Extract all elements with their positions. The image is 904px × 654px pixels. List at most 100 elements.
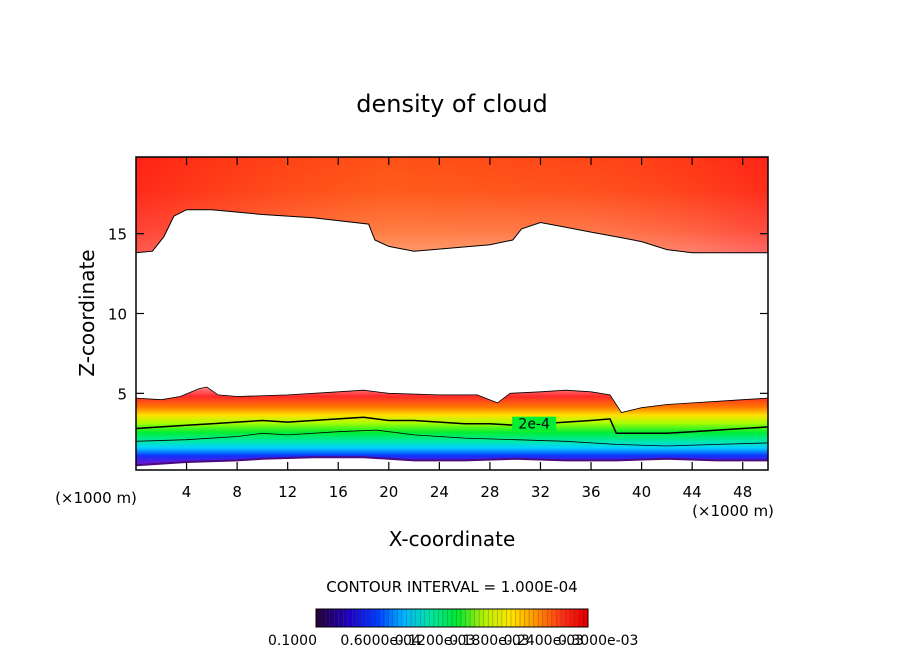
colorbar-swatch	[501, 609, 507, 627]
y-tick-label: 15	[108, 226, 127, 244]
colorbar-swatch	[388, 609, 394, 627]
y-unit-label: (×1000 m)	[55, 489, 137, 507]
colorbar-swatch	[334, 609, 339, 627]
chart-title: density of cloud	[356, 90, 547, 118]
x-tick-label: 28	[480, 483, 499, 501]
x-tick-label: 12	[278, 483, 297, 501]
colorbar-label: 0.3000e-03	[558, 633, 638, 649]
x-tick-label: 36	[581, 483, 600, 501]
colorbar-swatch	[420, 609, 425, 627]
y-tick-label: 5	[117, 385, 127, 403]
colorbar-swatch	[356, 609, 362, 627]
colorbar-swatch	[379, 609, 384, 627]
colorbar-swatch	[402, 609, 407, 627]
colorbar-label: 0.6000e-04	[340, 633, 421, 649]
colorbar-swatch	[515, 609, 520, 627]
colorbar-swatch	[316, 609, 321, 627]
x-tick-label: 16	[329, 483, 348, 501]
x-tick-label: 20	[379, 483, 398, 501]
colorbar-swatch	[533, 609, 539, 627]
colorbar-swatch	[438, 609, 443, 627]
contour-2e-4	[136, 416, 768, 435]
colorbar-swatch	[415, 609, 421, 627]
colorbar-swatch	[538, 609, 543, 627]
x-unit-label: (×1000 m)	[692, 502, 774, 520]
colorbar-swatch	[429, 609, 434, 627]
colorbar-swatch	[352, 609, 357, 627]
colorbar-swatch	[406, 609, 412, 627]
x-axis-label: X-coordinate	[389, 527, 516, 551]
colorbar-frame	[315, 608, 589, 628]
colorbar-swatch	[442, 609, 448, 627]
colorbar-swatch	[483, 609, 489, 627]
colorbar-swatch	[365, 609, 371, 627]
colorbar-swatch	[397, 609, 403, 627]
x-tick-label: 8	[232, 483, 242, 501]
colorbar-labels: 0.1000 0.6000e-040.1200e-030.1800e-030.24…	[268, 633, 638, 649]
colorbar-swatch	[488, 609, 493, 627]
colorbar-swatch	[384, 609, 389, 627]
colorbar-swatch	[569, 609, 575, 627]
colorbar-swatch	[456, 609, 462, 627]
upper-cloud-tint	[136, 157, 768, 253]
colorbar-swatch	[492, 609, 498, 627]
colorbar-swatch	[578, 609, 584, 627]
colorbar-swatch	[452, 609, 457, 627]
colorbar-swatch	[510, 609, 516, 627]
colorbar-swatch	[506, 609, 511, 627]
colorbar-swatch	[524, 609, 530, 627]
colorbar-swatch	[551, 609, 557, 627]
colorbar-swatch	[479, 609, 484, 627]
lower-cloud-base-contour	[136, 456, 768, 467]
x-tick-label: 40	[632, 483, 651, 501]
x-tick-label: 48	[733, 483, 752, 501]
colorbar-label: 0.1000	[268, 633, 317, 649]
colorbar-swatch	[329, 609, 335, 627]
colorbar-swatch	[470, 609, 475, 627]
colorbar	[315, 609, 588, 627]
colorbar-swatch	[347, 609, 353, 627]
colorbar-swatch	[374, 609, 380, 627]
colorbar-swatch	[447, 609, 452, 627]
y-tick-label: 10	[108, 306, 127, 324]
colorbar-label: 0.1200e-03	[395, 633, 475, 649]
colorbar-swatch	[556, 609, 561, 627]
lower-cloud-edge-contour	[136, 386, 768, 413]
colorbar-swatch	[497, 609, 502, 627]
colorbar-swatch	[583, 609, 588, 627]
colorbar-swatch	[547, 609, 552, 627]
colorbar-swatch	[433, 609, 439, 627]
colorbar-swatch	[411, 609, 416, 627]
contour-lower	[136, 429, 768, 447]
colorbar-swatch	[542, 609, 548, 627]
upper-cloud-edge-contour	[136, 209, 768, 254]
x-tick-label: 4	[182, 483, 192, 501]
colorbar-swatch	[465, 609, 471, 627]
colorbar-swatch	[343, 609, 348, 627]
y-axis-label: Z-coordinate	[75, 249, 99, 376]
colorbar-swatch	[520, 609, 525, 627]
colorbar-swatch	[461, 609, 466, 627]
x-tick-label: 44	[683, 483, 702, 501]
colorbar-swatch	[565, 609, 570, 627]
colorbar-swatch	[474, 609, 480, 627]
colorbar-swatch	[393, 609, 398, 627]
contour-label-background	[512, 416, 557, 431]
x-tick-label: 24	[430, 483, 449, 501]
colorbar-swatch	[320, 609, 326, 627]
lower-cloud-layer	[136, 387, 768, 466]
colorbar-swatch	[338, 609, 344, 627]
colorbar-swatch	[560, 609, 566, 627]
contour-interval-text: CONTOUR INTERVAL = 1.000E-04	[326, 578, 577, 596]
colorbar-swatch	[325, 609, 330, 627]
colorbar-swatch	[370, 609, 375, 627]
colorbar-swatch	[574, 609, 579, 627]
colorbar-label: 0.2400e-03	[504, 633, 584, 649]
colorbar-label: 0.1800e-03	[449, 633, 529, 649]
contour-label: 2e-4	[518, 417, 550, 433]
colorbar-swatch	[424, 609, 430, 627]
colorbar-swatch	[361, 609, 366, 627]
colorbar-swatch	[529, 609, 534, 627]
